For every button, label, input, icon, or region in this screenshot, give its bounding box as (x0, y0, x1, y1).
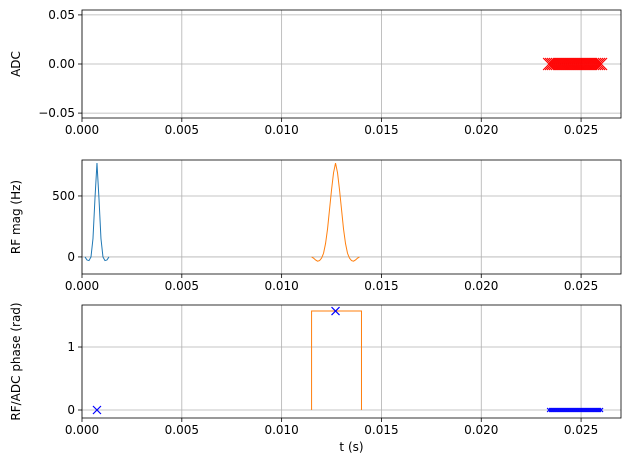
x-tick-label: 0.000 (65, 279, 99, 293)
y-tick-label: 0.05 (48, 8, 75, 22)
x-tick-label: 0.005 (165, 279, 199, 293)
y-tick-label: 0 (67, 403, 75, 417)
y-axis-label: RF/ADC phase (rad) (9, 302, 23, 420)
marker (594, 57, 608, 71)
axes-frame (81, 9, 622, 119)
series-line (311, 162, 360, 262)
x-tick-label: 0.015 (364, 423, 398, 437)
x-tick-label: 0.010 (264, 423, 298, 437)
x-tick-label: 0.005 (165, 423, 199, 437)
x-tick-label: 0.010 (264, 279, 298, 293)
x-tick-label: 0.025 (564, 123, 598, 137)
x-tick-label: 0.005 (165, 123, 199, 137)
x-tick-label: 0.000 (65, 423, 99, 437)
series-line (84, 163, 110, 262)
y-tick-label: 0.00 (48, 57, 75, 71)
x-tick-label: 0.025 (564, 423, 598, 437)
series-line (311, 310, 362, 411)
x-axis-label: t (s) (339, 440, 363, 454)
x-tick-label: 0.025 (564, 279, 598, 293)
marker (588, 57, 602, 71)
axes-frame (81, 159, 622, 275)
x-tick-label: 0.020 (464, 279, 498, 293)
x-tick-label: 0.000 (65, 123, 99, 137)
x-tick-label: 0.015 (364, 279, 398, 293)
axes-frame (81, 304, 622, 419)
x-tick-label: 0.015 (364, 123, 398, 137)
y-tick-label: 0 (67, 250, 75, 264)
y-tick-label: −0.05 (38, 106, 75, 120)
subplot: 0.000 0.005 0.010 0.015 0.020 0.025 0 500 RF mag… (9, 159, 622, 293)
y-axis-label: RF mag (Hz) (9, 180, 23, 254)
y-axis-label: ADC (9, 51, 23, 77)
subplot: 0.000 0.005 0.010 0.015 0.020 0.025 −0.05 0.00 0… (9, 8, 622, 137)
y-tick-label: 1 (67, 340, 75, 354)
x-tick-label: 0.010 (264, 123, 298, 137)
marker (598, 407, 604, 413)
subplot: 0.000 0.005 0.010 0.015 0.020 0.025 0 1 RF/ADC p… (9, 302, 622, 454)
marker (592, 57, 606, 71)
x-tick-label: 0.020 (464, 123, 498, 137)
marker (331, 306, 340, 316)
marker (590, 57, 604, 71)
y-tick-label: 500 (52, 189, 75, 203)
marker (92, 405, 102, 415)
x-tick-label: 0.020 (464, 423, 498, 437)
